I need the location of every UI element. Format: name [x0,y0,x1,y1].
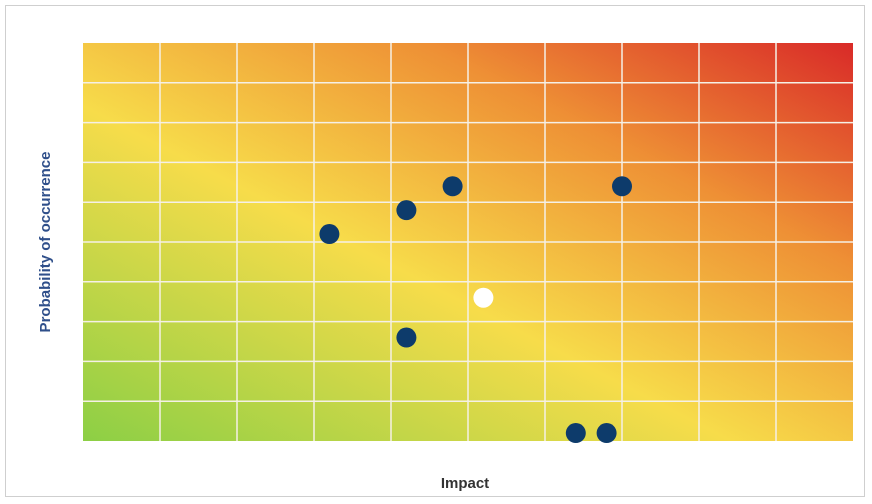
data-point [319,224,340,245]
chart-frame: Probability of occurrence Impact [5,5,865,497]
data-points [319,176,632,444]
data-point [396,200,417,221]
data-point [612,176,632,197]
grid [83,43,853,441]
highlight-point [473,287,494,308]
data-point [565,423,586,444]
data-point [442,176,463,197]
risk-matrix-chart: Probability of occurrence Impact [37,43,853,492]
y-axis-label: Probability of occurrence [37,152,54,333]
data-point [396,327,417,348]
data-point [596,423,617,444]
x-axis-label: Impact [441,475,489,492]
